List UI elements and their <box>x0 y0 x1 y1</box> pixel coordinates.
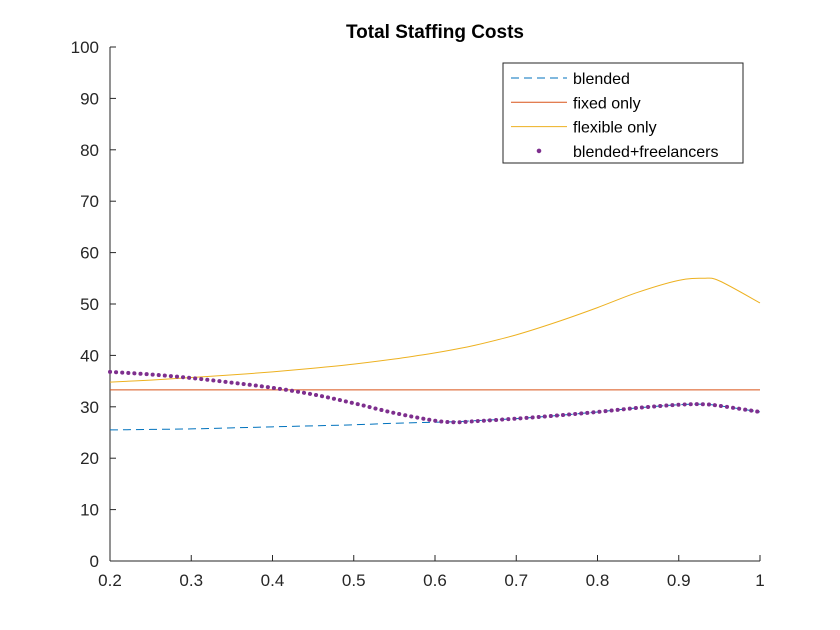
y-tick-label: 70 <box>80 192 99 211</box>
x-tick-label: 0.7 <box>504 571 528 590</box>
x-tick-label: 0.3 <box>179 571 203 590</box>
x-tick-label: 0.6 <box>423 571 447 590</box>
y-tick-label: 40 <box>80 346 99 365</box>
series-line-flexible-only <box>109 277 761 383</box>
series-layer <box>108 277 762 431</box>
legend-label-flexible-only: flexible only <box>573 120 657 137</box>
y-tick-label: 30 <box>80 398 99 417</box>
chart-title: Total Staffing Costs <box>346 22 524 43</box>
y-tick-label: 60 <box>80 244 99 263</box>
y-tick-label: 50 <box>80 295 99 314</box>
legend-label-blended-freelancers: blended+freelancers <box>573 144 718 161</box>
series-line-blended-freelancers <box>108 369 762 425</box>
y-tick-label: 90 <box>80 89 99 108</box>
y-tick-label: 80 <box>80 141 99 160</box>
series-line-blended <box>109 403 761 431</box>
x-tick-label: 0.2 <box>98 571 122 590</box>
x-tick-label: 0.4 <box>261 571 285 590</box>
y-tick-label: 100 <box>71 38 99 57</box>
y-tick-label: 0 <box>90 552 99 571</box>
x-tick-label: 0.9 <box>667 571 691 590</box>
legend-marker-blended-freelancers <box>536 148 542 154</box>
x-tick-label: 0.8 <box>586 571 610 590</box>
legend: blended fixed only flexible only blended+fr… <box>502 62 744 164</box>
legend-box <box>502 62 744 164</box>
legend-label-blended: blended <box>573 71 630 88</box>
y-tick-label: 10 <box>80 501 99 520</box>
y-tick-label: 20 <box>80 449 99 468</box>
legend-label-fixed-only: fixed only <box>573 95 641 112</box>
x-tick-label: 0.5 <box>342 571 366 590</box>
plot-axes: 0.2 0.3 0.4 0.5 0.6 0.7 0.8 0.9 1010203040506070… <box>71 38 765 590</box>
x-tick-label: 1 <box>755 571 764 590</box>
